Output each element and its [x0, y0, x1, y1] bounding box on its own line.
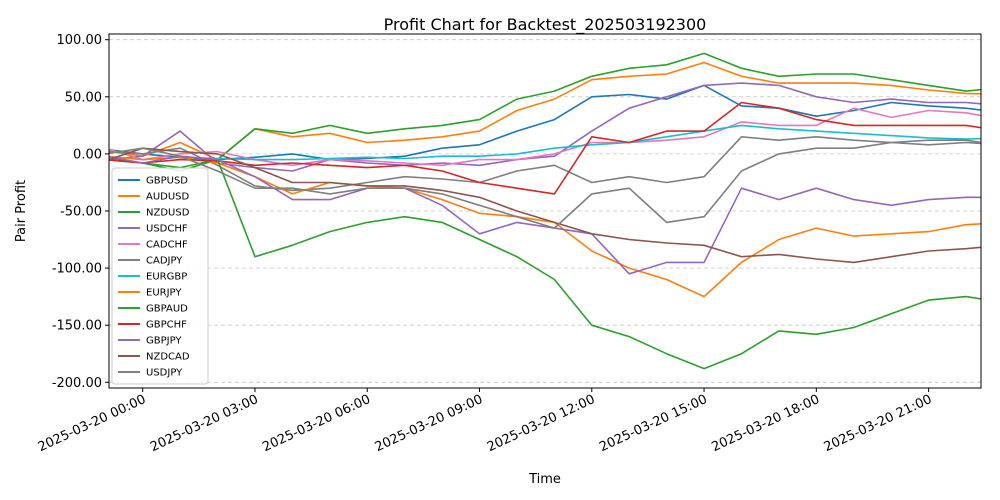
series-line-nzdusd — [109, 52, 981, 172]
legend-label: GBPJPY — [146, 336, 182, 347]
legend-label: AUDUSD — [146, 192, 190, 203]
legend: GBPUSD AUDUSD NZDUSD USDCHF CADCHF CADJPY EURG… — [111, 167, 209, 385]
legend-label: CADJPY — [146, 256, 183, 267]
x-tick-label: 2025-03-20 18:00 — [710, 392, 823, 455]
y-tick-label: 50.00 — [65, 90, 102, 105]
series-line-usdjpy — [109, 139, 981, 229]
legend-label: USDCHF — [146, 224, 188, 235]
legend-label: GBPUSD — [146, 176, 188, 187]
legend-label: GBPAUD — [146, 304, 188, 315]
x-tick-label: 2025-03-20 06:00 — [260, 392, 373, 455]
x-axis-ticks: 2025-03-20 00:00 2025-03-20 03:00 2025-03-… — [36, 388, 934, 455]
series-line-gbpchf — [109, 101, 981, 195]
legend-label: NZDCAD — [146, 352, 190, 363]
legend-label: EURGBP — [146, 272, 187, 283]
legend-label: NZDUSD — [146, 208, 190, 219]
y-tick-label: -50.00 — [60, 205, 102, 220]
y-axis-label: Pair Profit — [14, 180, 29, 242]
legend-label: EURJPY — [146, 288, 182, 299]
x-tick-label: 2025-03-20 21:00 — [822, 392, 935, 455]
y-tick-label: -150.00 — [52, 319, 102, 334]
x-axis-label: Time — [528, 472, 561, 487]
series-line-gbpaud — [109, 158, 981, 370]
series-line-gbpusd — [109, 84, 981, 161]
y-tick-label: -100.00 — [52, 262, 102, 277]
legend-label: GBPCHF — [146, 320, 187, 331]
y-tick-label: 100.00 — [57, 33, 103, 48]
legend-label: USDJPY — [146, 368, 183, 379]
series-line-nzdcad — [109, 147, 981, 264]
legend-label: CADCHF — [146, 240, 188, 251]
series-line-eurgbp — [109, 124, 981, 161]
series-line-cadjpy — [109, 136, 981, 192]
chart-title: Profit Chart for Backtest_202503192300 — [384, 15, 707, 35]
series-lines — [109, 52, 981, 370]
grid — [109, 39, 981, 383]
y-tick-label: -200.00 — [52, 376, 102, 391]
y-axis-ticks: 100.00 50.00 0.00 -50.00 -100.00 -150.00 -200.… — [52, 33, 109, 391]
x-tick-label: 2025-03-20 03:00 — [148, 392, 261, 455]
x-tick-label: 2025-03-20 12:00 — [485, 392, 598, 455]
legend-box — [111, 167, 209, 385]
x-tick-label: 2025-03-20 09:00 — [373, 392, 486, 455]
x-tick-label: 2025-03-20 00:00 — [36, 392, 149, 455]
x-tick-label: 2025-03-20 15:00 — [597, 392, 710, 455]
y-tick-label: 0.00 — [73, 147, 102, 162]
